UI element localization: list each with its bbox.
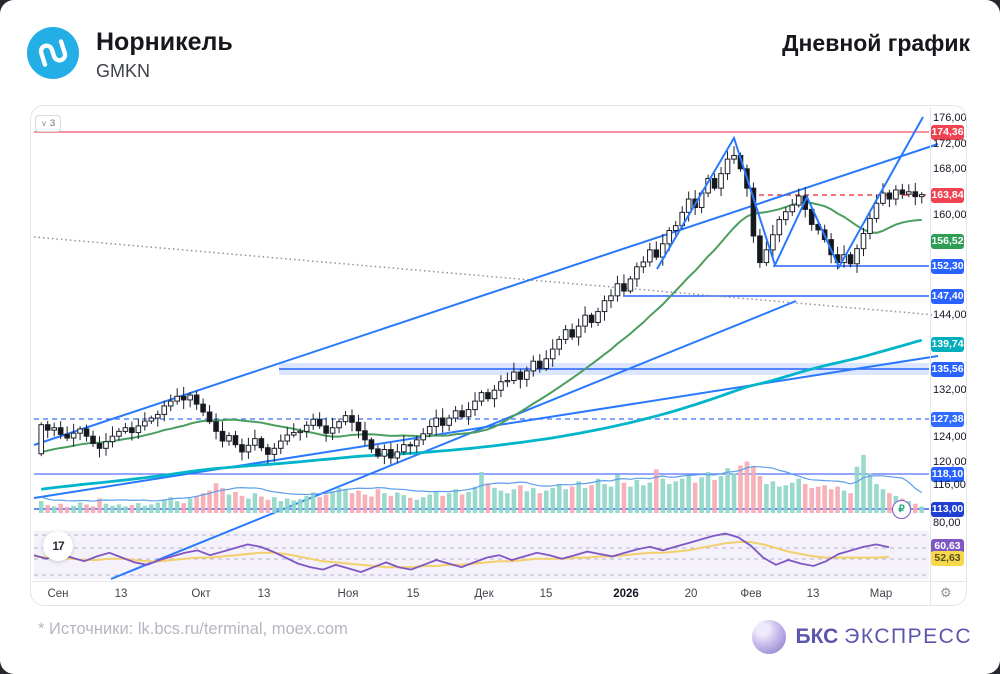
nornickel-logo [27,27,79,79]
ma-slow-line [41,338,923,491]
axis-separators [32,107,966,605]
ruble-marker-icon: ₽ [892,500,911,519]
time-tick-label: Мар [869,588,893,600]
price-tick-label: 116,00 [933,478,966,491]
price-badge: 156,52 [931,233,964,249]
nornickel-logo-mark [38,39,68,67]
time-tick-label: 20 [684,588,698,600]
price-tick-label: 120,00 [933,455,967,468]
time-tick-label: 15 [406,588,420,600]
ma-fast-line [41,201,922,454]
price-badge: 147,40 [931,288,964,304]
chart-period-label: Дневной график [782,30,970,56]
chart-card: ∨ 3 176,00 174,36 172,00 168,00 163,84 160,00… [30,105,967,606]
bcs-bold: БКС [795,625,839,648]
time-axis[interactable]: Сен 13 Окт 13 Ноя 15 Дек 15 2026 20 Фев 13 Мар [31,584,930,605]
price-badge: 139,74 [931,336,964,352]
price-tick-label: 132,00 [933,383,967,396]
price-badge: 118,10 [931,466,964,482]
price-tick-label: 80,00 [933,516,961,529]
price-tick-label: 172,00 [933,137,967,150]
time-tick-label: 13 [114,588,128,600]
instrument-ticker: GMKN [96,61,150,81]
candles-layer [38,146,925,465]
bcs-express-wordmark: БКС ЭКСПРЕСС [795,625,972,649]
express-light: ЭКСПРЕСС [844,625,972,648]
level-lines [34,131,929,510]
time-tick-label: Ноя [337,588,359,600]
rsi-lines [33,532,890,573]
price-tick-label: 144,00 [933,308,967,321]
trendlines [33,143,939,580]
bcs-express-logo: БКС ЭКСПРЕСС [752,620,972,654]
price-badge: 174,36 [931,124,964,140]
price-tick-label: 176,00 [933,111,967,124]
time-tick-label: 2026 [613,588,639,600]
interval-value: 3 [49,118,56,129]
time-tick-label: Сен [47,588,69,600]
price-badge: 113,00 [931,501,964,517]
time-tick-label: Дек [474,588,494,600]
chevron-down-icon: ∨ [41,118,47,128]
ruble-icon: ₽ [898,504,905,515]
time-tick-label: 15 [539,588,553,600]
price-badge: 60,63 [931,538,964,554]
rsi-panel [34,531,929,579]
price-tick-label: 168,00 [933,162,967,175]
price-badge: 127,38 [931,411,964,427]
price-badge: 163,84 [931,187,964,203]
price-axis[interactable]: 176,00 174,36 172,00 168,00 163,84 160,00 156,… [930,106,967,605]
time-tick-label: Окт [191,588,211,600]
price-tick-label: 160,00 [933,208,967,221]
sources-note: * Источники: lk.bcs.ru/terminal, moex.co… [38,620,348,638]
tradingview-glyph: 17 [52,539,64,553]
bcs-sphere-icon [752,620,787,654]
time-tick-label: Фев [740,588,762,600]
chart-canvas[interactable] [31,106,967,606]
instrument-title: Норникель [96,28,233,56]
volume-layer [38,454,925,513]
tradingview-logo: 17 [43,531,73,561]
price-badge: 152,30 [931,258,964,274]
time-tick-label: 13 [806,588,820,600]
volume-ma-line [41,465,923,502]
axis-settings-gear-icon[interactable]: ⚙ [940,585,952,600]
price-tick-label: 124,00 [933,430,967,443]
dotted-resistance-line [33,236,936,316]
price-badge: 52,63 [931,550,964,566]
interval-selector[interactable]: ∨ 3 [35,115,62,132]
price-badge: 135,56 [931,361,964,377]
time-tick-label: 13 [257,588,271,600]
zigzag-drawing [656,116,924,270]
